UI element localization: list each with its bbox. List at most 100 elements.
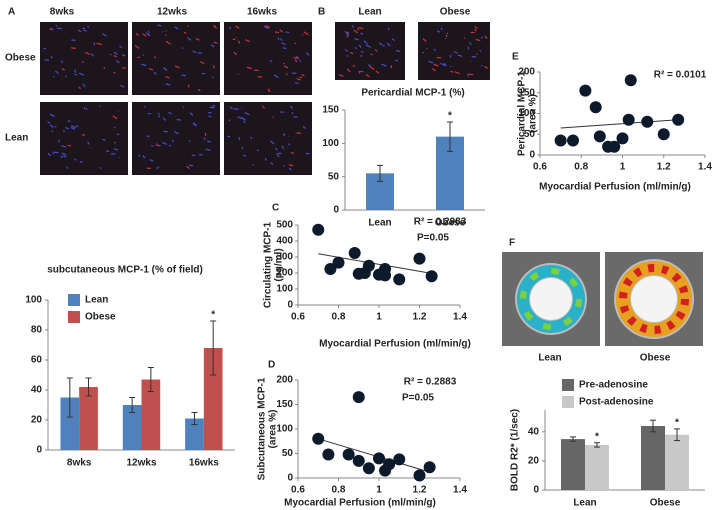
- y-tick-label: 0: [333, 205, 339, 216]
- y-tick-label: 150: [518, 87, 535, 98]
- row-label: Obese: [5, 53, 36, 64]
- speck: [163, 67, 168, 71]
- data-point: [312, 223, 325, 236]
- y-tick-label: 400: [276, 236, 293, 247]
- speck: [204, 132, 207, 136]
- data-point: [373, 452, 385, 465]
- speck: [165, 40, 171, 45]
- column-label: 16wks: [247, 7, 277, 18]
- image-label: Obese: [440, 7, 471, 18]
- data-point: [383, 458, 396, 471]
- speck: [73, 69, 77, 73]
- data-point: [423, 461, 436, 474]
- speck: [243, 120, 246, 124]
- y-tick-label: 150: [322, 105, 339, 116]
- speck: [79, 160, 83, 164]
- speck: [78, 72, 85, 76]
- speck: [279, 38, 283, 42]
- speck: [87, 26, 90, 28]
- bar: [665, 434, 689, 490]
- speck: [197, 88, 201, 92]
- speck: [99, 105, 101, 108]
- speck: [229, 106, 233, 109]
- speck: [54, 70, 60, 75]
- speck: [241, 147, 244, 150]
- speck: [182, 106, 185, 108]
- speck: [305, 52, 310, 56]
- y-tick-label: 0: [36, 445, 42, 456]
- speck: [237, 116, 243, 120]
- y-tick-label: 0: [529, 150, 535, 161]
- speck: [363, 40, 367, 44]
- speck: [115, 59, 120, 64]
- speck: [85, 108, 88, 111]
- speck: [287, 143, 291, 146]
- speck: [176, 118, 182, 121]
- y-tick-label: 50: [524, 129, 536, 140]
- speck: [344, 49, 349, 52]
- data-point: [352, 391, 365, 404]
- speck: [290, 105, 293, 109]
- speck: [109, 53, 112, 56]
- speck: [90, 53, 95, 57]
- speck: [120, 84, 125, 88]
- data-point: [579, 84, 592, 97]
- panel-label: E: [512, 52, 519, 63]
- speck: [49, 27, 54, 31]
- speck: [186, 25, 189, 27]
- speck: [356, 27, 360, 31]
- y-tick-label: 50: [282, 448, 294, 459]
- micrograph: [132, 22, 220, 95]
- speck: [195, 38, 200, 41]
- speck: [103, 67, 106, 70]
- bar: [203, 348, 223, 450]
- micrograph: [40, 102, 128, 175]
- y-axis-label: (area %): [268, 410, 279, 449]
- speck: [344, 31, 350, 34]
- speck: [173, 131, 180, 135]
- x-tick-label: 1.4: [698, 162, 712, 173]
- y-tick-label: 300: [276, 252, 293, 263]
- speck: [114, 141, 116, 144]
- annotation: R² = 0.0101: [654, 70, 707, 81]
- speck: [77, 29, 82, 33]
- speck: [428, 60, 434, 64]
- bar: [561, 439, 585, 490]
- micrograph: [224, 102, 312, 175]
- speck: [212, 24, 217, 29]
- x-tick-label: 0.6: [291, 312, 305, 323]
- speck: [96, 42, 102, 46]
- bar: [641, 426, 665, 490]
- x-tick-label: Lean: [573, 498, 596, 509]
- y-tick-label: 0: [533, 485, 539, 496]
- speck: [257, 76, 263, 78]
- data-point: [425, 270, 438, 283]
- speck: [142, 155, 146, 159]
- x-tick-label: 1.4: [453, 485, 467, 496]
- image-label: Obese: [640, 353, 671, 364]
- data-point: [672, 113, 685, 126]
- x-tick-label: Lean: [368, 218, 391, 229]
- x-tick-label: 1.2: [657, 162, 671, 173]
- speck: [267, 88, 271, 93]
- annotation: R² = 0.2883: [404, 377, 457, 388]
- speck: [71, 47, 76, 50]
- speck: [245, 39, 251, 43]
- speck: [283, 62, 286, 65]
- speck: [395, 50, 401, 53]
- speck: [433, 63, 439, 67]
- speck: [47, 152, 52, 157]
- speck: [148, 68, 154, 71]
- speck: [450, 70, 454, 73]
- x-axis-label: Myocardial Perfusion (ml/min/g): [539, 182, 691, 193]
- speck: [211, 76, 214, 79]
- speck: [157, 112, 160, 115]
- speck: [156, 167, 159, 170]
- speck: [142, 33, 147, 37]
- speck: [83, 29, 87, 32]
- annotation: P=0.05: [402, 393, 434, 404]
- speck: [53, 151, 59, 154]
- speck: [443, 62, 447, 67]
- speck: [113, 55, 117, 58]
- y-tick-label: 200: [276, 375, 293, 386]
